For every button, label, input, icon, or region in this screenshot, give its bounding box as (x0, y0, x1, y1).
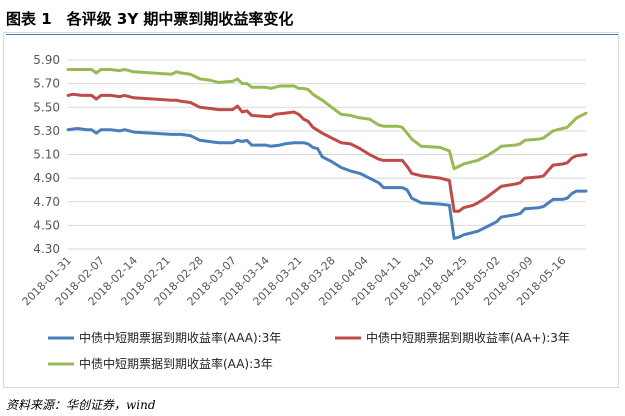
legend-label: 中债中短期票据到期收益率(AAA):3年 (79, 330, 281, 345)
series-line-aa (66, 68, 588, 171)
source-note: 资料来源：华创证券，wind (6, 398, 156, 412)
y-tick-label: 5.50 (33, 100, 60, 114)
series-line-aa-plus (66, 92, 588, 213)
legend-label: 中债中短期票据到期收益率(AA+):3年 (366, 330, 570, 345)
line-chart: 4.30 4.50 4.70 4.90 5.10 5.30 5.50 5.70 5.90 201… (20, 53, 588, 371)
y-axis-ticks: 4.30 4.50 4.70 4.90 5.10 5.30 5.50 5.70 5.90 (33, 53, 60, 256)
y-tick-label: 4.70 (33, 195, 60, 209)
figure-title: 图表 1 各评级 3Y 期中票到期收益率变化 (6, 10, 294, 28)
series-lines (66, 68, 588, 240)
y-tick-label: 5.10 (33, 148, 60, 162)
y-tick-label: 5.70 (33, 77, 60, 91)
x-axis-ticks: 2018-01-312018-02-072018-02-142018-02-21… (20, 254, 569, 308)
title-underline (6, 34, 618, 35)
figure-frame (3, 32, 619, 388)
y-tick-label: 5.30 (33, 124, 60, 138)
y-tick-label: 4.90 (33, 171, 60, 185)
y-tick-label: 4.50 (33, 218, 60, 232)
series-line-aaa (66, 127, 588, 240)
figure-title-bar: 图表 1 各评级 3Y 期中票到期收益率变化 (6, 6, 618, 35)
y-tick-label: 4.30 (33, 242, 60, 256)
grid-lines (68, 59, 586, 250)
legend: 中债中短期票据到期收益率(AAA):3年 中债中短期票据到期收益率(AA+):3年… (48, 330, 570, 371)
legend-label: 中债中短期票据到期收益率(AA):3年 (79, 356, 273, 371)
y-tick-label: 5.90 (33, 53, 60, 67)
